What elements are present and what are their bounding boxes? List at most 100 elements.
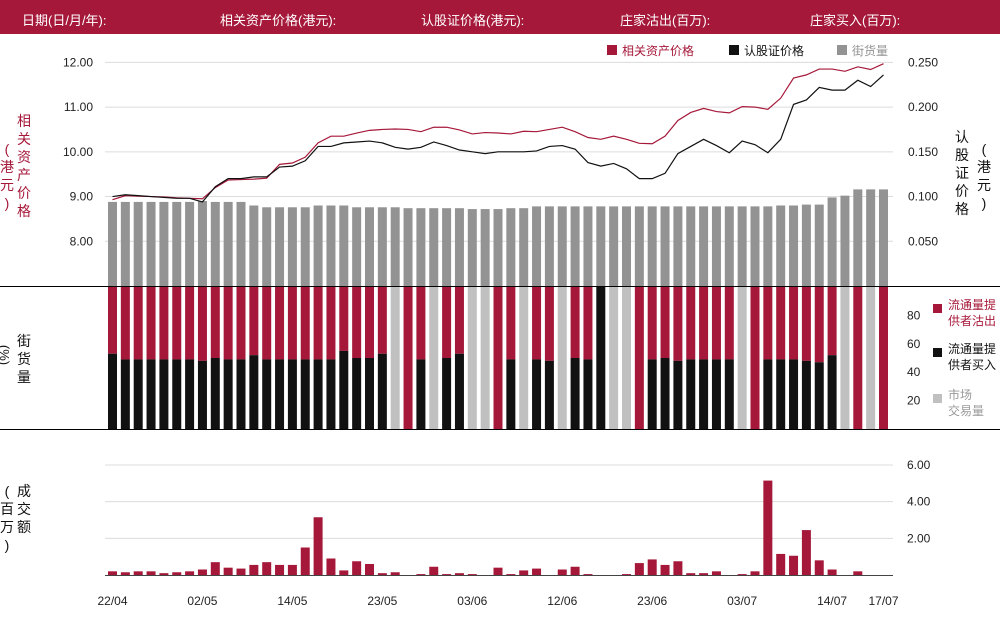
legend-outstanding-label: 街货量 — [852, 43, 888, 58]
lp-sell-bar — [724, 287, 734, 360]
outstanding-bars — [108, 189, 888, 286]
lp-sell-bar — [699, 287, 709, 360]
lp-buy-bar — [506, 359, 516, 429]
outstanding-bar — [506, 208, 516, 286]
outstanding-bar — [814, 204, 824, 286]
turnover-bar — [275, 564, 285, 575]
turnover-bar — [377, 573, 387, 575]
outstanding-bar — [493, 209, 503, 286]
turnover-bar — [686, 573, 696, 575]
x-date-tick: 22/04 — [97, 594, 127, 608]
lp-buy-bar — [236, 359, 246, 429]
turnover-bar — [454, 573, 464, 575]
lp-sell-bar — [365, 287, 374, 358]
lp-buy-bar — [326, 359, 336, 429]
x-date-tick: 02/05 — [187, 594, 217, 608]
turnover-bar — [236, 568, 246, 575]
lp-buy-bar — [827, 355, 837, 429]
outstanding-bar — [403, 208, 413, 286]
outstanding-bar — [699, 206, 709, 286]
mm-buy-label: 庄家买入(百万): — [810, 13, 901, 28]
share-bars — [108, 287, 888, 429]
lp-buy-bar — [711, 359, 721, 429]
turnover-bar — [313, 517, 323, 575]
lp-buy-bar — [454, 353, 464, 429]
turnover-bar — [519, 570, 529, 575]
outstanding-bar — [108, 201, 117, 286]
market-legend-label: 市场 — [948, 387, 972, 402]
x-date-tick: 23/05 — [367, 594, 397, 608]
lp-sell-bar — [634, 287, 644, 429]
outstanding-bar — [583, 206, 593, 286]
outstanding-bar — [377, 207, 387, 286]
lp-buy-bar — [647, 359, 657, 429]
turnover-bar — [532, 568, 542, 575]
market-volume-bar — [622, 287, 631, 429]
axes — [0, 286, 1000, 576]
lp-sell-bar — [532, 287, 542, 360]
outstanding-bar — [416, 208, 426, 286]
legend-warrant-swatch — [729, 45, 739, 55]
lp-buy-bar — [262, 359, 272, 429]
legend-warrant-label: 认股证价格 — [744, 43, 804, 58]
turnover-axis-unit: (百万) — [0, 483, 14, 553]
outstanding-bar — [159, 201, 169, 286]
turnover-bar — [300, 547, 310, 575]
lp-buy-bar — [172, 359, 182, 429]
turnover-bar — [262, 562, 272, 575]
lp-buy-bar — [300, 359, 310, 429]
market-volume-bar — [609, 287, 619, 429]
outstanding-bar — [686, 206, 696, 286]
turnover-bar — [120, 572, 130, 575]
left-price-tick: 8.00 — [70, 234, 94, 248]
lp-buy-bar — [249, 355, 259, 429]
turnover-bar — [622, 574, 631, 575]
outstanding-bar — [711, 206, 721, 286]
turnover-bar — [789, 555, 799, 575]
lp-sell-bar — [493, 287, 503, 429]
turnover-bar — [699, 573, 709, 575]
underlying-price-line — [112, 63, 884, 201]
turnover-bar — [711, 571, 721, 575]
outstanding-bar — [660, 206, 670, 286]
outstanding-bar — [840, 195, 850, 286]
x-date-tick: 17/07 — [868, 594, 898, 608]
lp-buy-bar — [223, 359, 233, 429]
lp-buy-bar — [699, 359, 709, 429]
outstanding-bar — [185, 201, 195, 286]
turnover-bar — [339, 570, 349, 575]
turnover-bar — [660, 564, 670, 575]
lp-sell-bar — [326, 287, 336, 360]
lp-sell-bar — [454, 287, 464, 354]
lp-buy-bar — [377, 353, 387, 429]
share-tick: 20 — [907, 394, 921, 408]
lp-buy-bar — [776, 359, 786, 429]
lp-buy-bar — [789, 359, 799, 429]
turnover-bar — [583, 574, 593, 575]
turnover-bar — [352, 561, 362, 575]
lp-buy-bar — [660, 358, 670, 429]
outstanding-bar — [339, 205, 349, 286]
outstanding-bar — [390, 207, 400, 286]
outstanding-bar — [197, 201, 207, 286]
market-volume-bar — [840, 287, 850, 429]
outstanding-bar — [313, 205, 323, 286]
lp-sell-bar — [879, 287, 888, 429]
lp-buy-bar — [133, 359, 143, 429]
outstanding-bar — [262, 207, 272, 286]
outstanding-bar — [724, 206, 734, 286]
market-volume-bar — [467, 287, 477, 429]
lp-sell-bar — [352, 287, 362, 358]
outstanding-axis-title: 街货量 — [17, 333, 31, 385]
outstanding-bar — [866, 189, 876, 286]
lp-sell-bar — [275, 287, 285, 360]
lp-sell-legend-label: 流通量提 — [948, 297, 996, 312]
outstanding-bar — [570, 206, 580, 286]
lp-buy-bar — [365, 358, 374, 429]
market-swatch — [933, 394, 942, 403]
turnover-bar — [172, 572, 182, 575]
outstanding-bar — [172, 201, 182, 286]
lp-sell-bar — [159, 287, 169, 360]
lp-sell-bar — [377, 287, 387, 354]
warrant-price-label: 认股证价格(港元): — [421, 13, 525, 28]
